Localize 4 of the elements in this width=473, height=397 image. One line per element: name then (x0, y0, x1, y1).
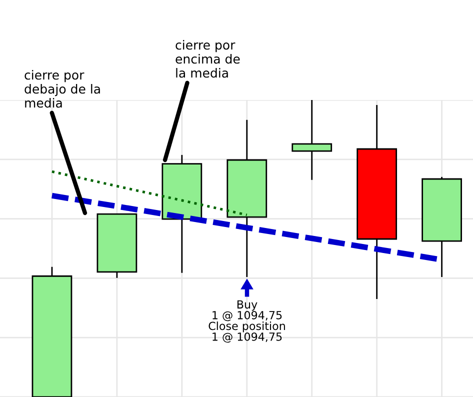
text: cierre por encima de la media (176, 40, 240, 78)
annotation: Buy 1 @ 1094,75 Close position 1 @ 1094,75 (208, 300, 285, 343)
candlestick (292, 99, 332, 181)
annotation: cierre por debajo de la media (24, 70, 100, 108)
